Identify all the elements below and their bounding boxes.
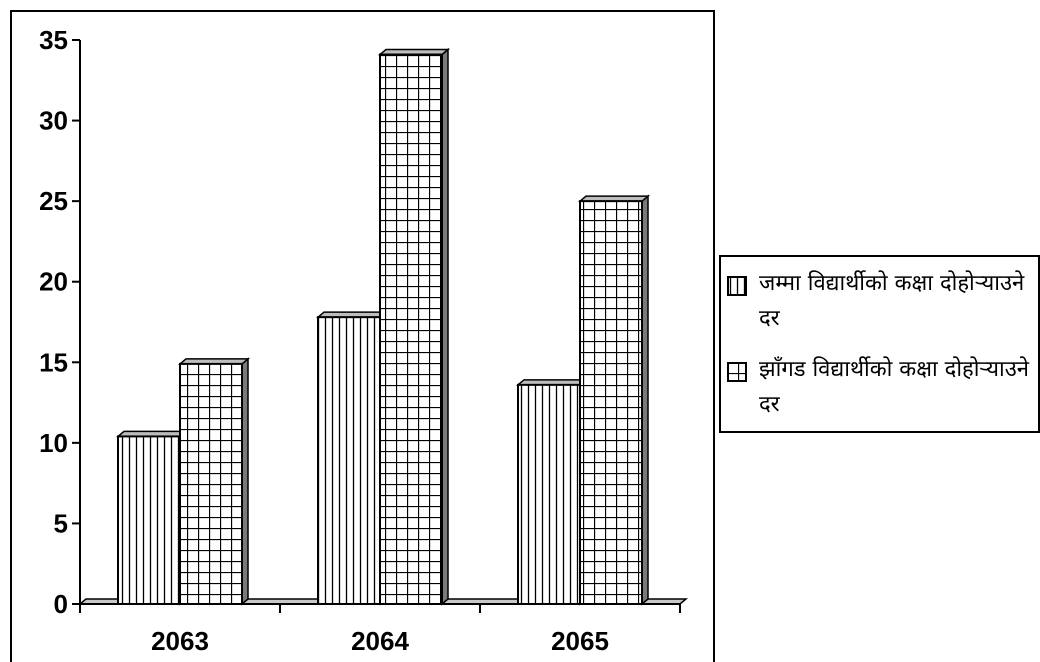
legend-label-total: जम्मा विद्यार्थीको कक्षा दोहोऱ्याउने दर [759,271,1025,331]
y-tick-labels: 0 5 10 15 20 25 30 35 [39,25,68,619]
bar-2065-series-2 [577,194,651,606]
bar-2064-series-2 [377,47,451,606]
legend-swatch-grid [727,362,747,382]
bar-front-face [579,200,643,605]
bar-front-face [379,53,443,605]
bar-2064-series-1 [315,310,389,606]
x-category-labels: 2063 2064 2065 [151,626,609,656]
bar-front-face [317,316,381,605]
y-tick-label-20: 20 [39,267,68,297]
y-tick-label-10: 10 [39,428,68,458]
chart-frame [10,10,715,662]
x-category-label-2063: 2063 [151,626,209,656]
bar-front-face [517,383,581,605]
bar-front-face [117,435,181,606]
legend-label-dropout: झाँगड विद्यार्थीको कक्षा दोहोऱ्याउने दर [759,357,1029,417]
y-tick-label-15: 15 [39,347,68,377]
x-category-label-2064: 2064 [351,626,409,656]
bars-group [115,47,651,606]
y-tick-label-0: 0 [54,589,68,619]
y-tick-label-30: 30 [39,106,68,136]
axes-group [72,39,681,613]
legend-swatch-vertical-lines [727,276,747,296]
bar-2063-series-1 [115,429,189,606]
bar-2065-series-1 [515,378,589,606]
y-tick-label-35: 35 [39,25,68,55]
bar-2063-series-2 [177,357,251,606]
legend: जम्मा विद्यार्थीको कक्षा दोहोऱ्याउने दर … [719,255,1040,433]
x-category-label-2065: 2065 [551,626,609,656]
y-tick-label-5: 5 [54,508,68,538]
bar-front-face [179,362,243,606]
y-tick-label-25: 25 [39,186,68,216]
